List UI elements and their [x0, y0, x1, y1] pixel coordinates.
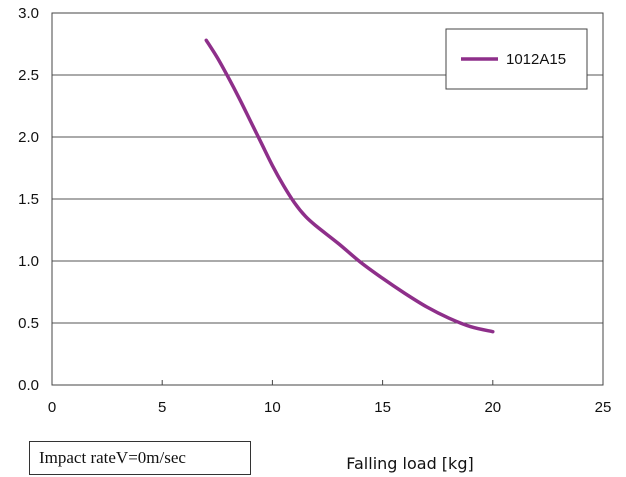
x-axis-label: Falling load [kg] — [346, 454, 473, 473]
plot-area-frame — [51, 12, 604, 386]
x-tick-label: 20 — [484, 399, 501, 416]
x-tick-label: 5 — [158, 399, 166, 416]
y-tick-label: 3.0 — [18, 5, 39, 22]
grid-lines — [52, 74, 603, 324]
y-tick-label: 1.5 — [18, 191, 39, 208]
y-tick-label: 2.5 — [18, 67, 39, 84]
x-tick-label: 15 — [374, 399, 391, 416]
impact-rate-annotation: Impact rateV=0m/sec — [29, 441, 251, 475]
y-tick-label: 0.0 — [18, 377, 39, 394]
x-tick-label: 10 — [264, 399, 281, 416]
x-tick-label: 25 — [595, 399, 612, 416]
legend-label: 1012A15 — [506, 51, 566, 68]
y-tick-label: 0.5 — [18, 315, 39, 332]
legend: 1012A15 — [445, 28, 588, 90]
x-tick-label: 0 — [48, 399, 56, 416]
y-tick-labels: 0.0 0.5 1.0 1.5 2.0 2.5 3.0 — [18, 5, 39, 394]
series-line — [204, 38, 495, 334]
y-tick-label: 2.0 — [18, 129, 39, 146]
x-tick-labels: 0 5 10 15 20 25 — [48, 380, 612, 416]
y-tick-label: 1.0 — [18, 253, 39, 270]
series-group — [204, 38, 495, 334]
